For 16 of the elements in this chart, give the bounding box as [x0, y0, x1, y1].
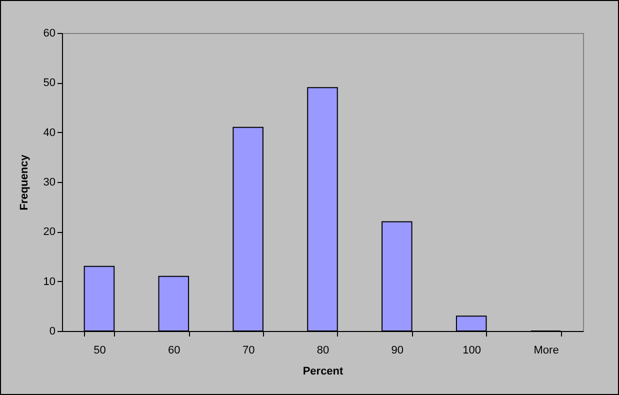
y-tick-label: 50: [43, 77, 56, 90]
y-axis-title: Frequency: [18, 154, 30, 210]
y-tick-label: 0: [49, 326, 56, 338]
x-tick-label: 90: [391, 344, 404, 356]
x-tick-label: 100: [462, 344, 482, 356]
x-tick-label: More: [534, 344, 559, 356]
x-tick-label: 50: [94, 344, 106, 356]
y-tick-label: 30: [43, 176, 56, 188]
x-tick-label: 60: [168, 344, 180, 356]
y-tick-label: 40: [43, 126, 56, 139]
x-axis-title: Percent: [302, 366, 344, 378]
y-tick-label: 60: [43, 28, 56, 40]
y-tick-label: 10: [43, 276, 56, 288]
y-tick-label: 20: [43, 226, 56, 238]
x-tick-label: 80: [316, 344, 330, 356]
x-tick-label: 70: [242, 344, 255, 356]
